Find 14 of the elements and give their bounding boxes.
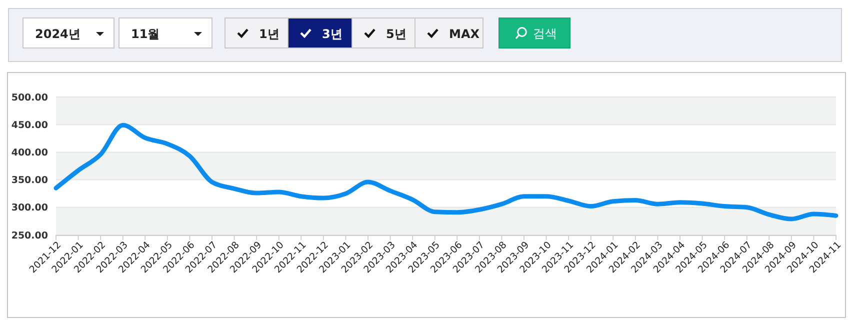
text: 3년 [322,27,342,41]
y-tick-label: 400.00 [11,148,48,159]
text: 11월 [131,27,160,41]
text: 2024년 [35,27,80,41]
text: 5년 [386,27,406,41]
text: 1년 [259,27,280,41]
text: 검색 [533,26,557,40]
y-tick-label: 250.00 [11,230,48,242]
y-tick-label: 450.00 [11,120,48,131]
y-tick-label: 350.00 [11,175,48,186]
y-tick-label: 300.00 [11,202,48,214]
text: MAX [449,27,480,41]
line-series [54,122,838,222]
y-tick-label: 500.00 [11,92,48,104]
